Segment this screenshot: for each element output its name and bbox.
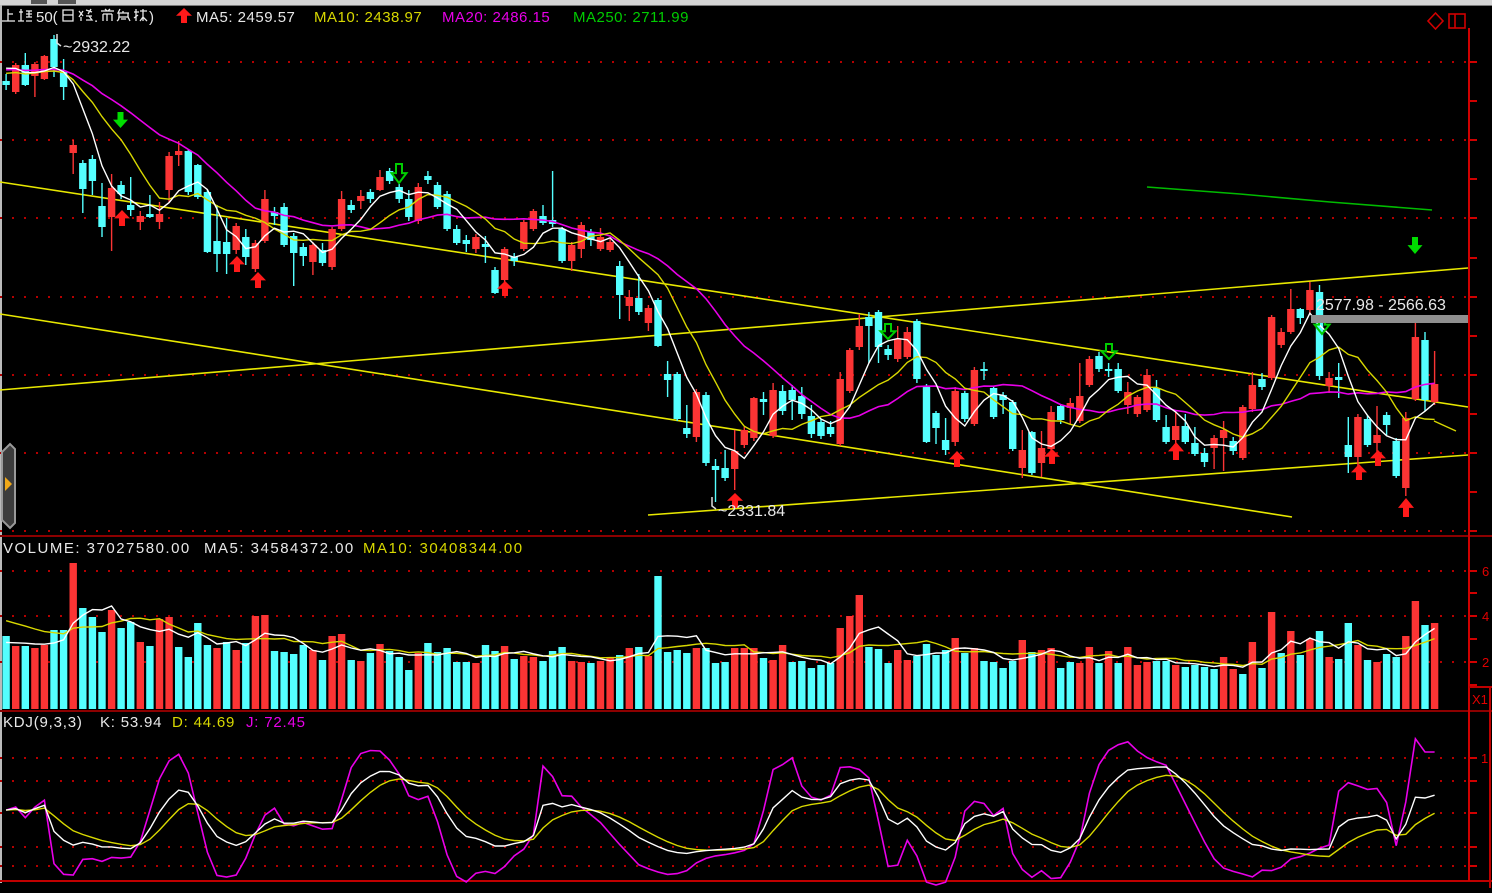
svg-text:MA10: 2438.97: MA10: 2438.97	[314, 9, 422, 26]
svg-text:1: 1	[1481, 751, 1488, 766]
svg-text:KDJ(9,3,3): KDJ(9,3,3)	[3, 714, 83, 731]
svg-text:4: 4	[1482, 609, 1489, 624]
svg-text:MA20: 2486.15: MA20: 2486.15	[442, 9, 550, 26]
svg-text:~2932.22: ~2932.22	[63, 39, 130, 56]
svg-text:.: .	[94, 9, 98, 26]
svg-text:MA5: 34584372.00: MA5: 34584372.00	[204, 540, 355, 557]
svg-text:MA250: 2711.99: MA250: 2711.99	[573, 9, 689, 26]
svg-text:6: 6	[1482, 564, 1489, 579]
svg-text:): )	[149, 9, 154, 26]
svg-text:J: 72.45: J: 72.45	[246, 714, 306, 731]
svg-text:VOLUME: 37027580.00: VOLUME: 37027580.00	[3, 540, 191, 557]
svg-text:K: 53.94: K: 53.94	[100, 714, 162, 731]
svg-text:2: 2	[1482, 655, 1489, 670]
svg-text:MA5: 2459.57: MA5: 2459.57	[196, 9, 295, 26]
svg-text:MA10: 30408344.00: MA10: 30408344.00	[363, 540, 524, 557]
svg-text:D: 44.69: D: 44.69	[172, 714, 235, 731]
svg-text:2577.98 - 2566.63: 2577.98 - 2566.63	[1316, 297, 1446, 314]
svg-text:50(: 50(	[36, 9, 58, 26]
svg-text:X1: X1	[1472, 692, 1488, 707]
svg-text:~2331.84: ~2331.84	[718, 503, 785, 520]
